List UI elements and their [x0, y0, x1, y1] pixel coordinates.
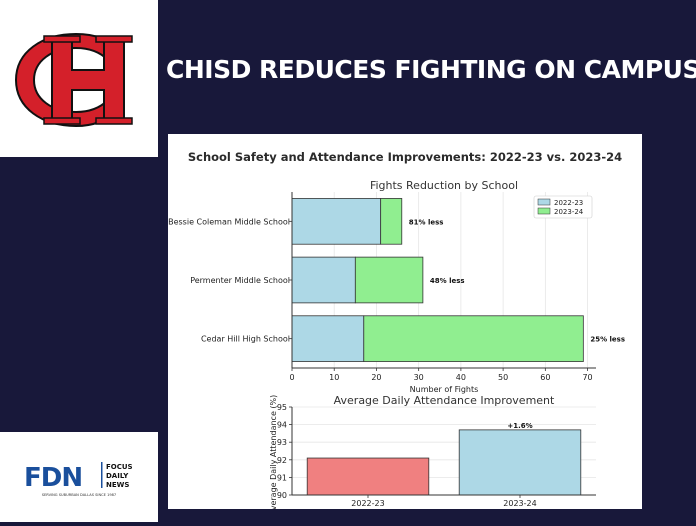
fights-legend-label: 2023-24 — [554, 208, 584, 216]
attendance-ytick-label: 91 — [277, 473, 287, 482]
attendance-ytick-label: 94 — [277, 421, 287, 430]
attendance-chart: Average Daily Attendance Improvement 90 91… — [269, 394, 596, 509]
fights-legend-swatch — [537, 207, 551, 215]
fdn-divider — [101, 462, 103, 488]
attendance-bar — [458, 429, 582, 496]
fights-x-axis-label: Number of Fights — [410, 385, 479, 394]
fdn-line3: NEWS — [106, 481, 129, 489]
attendance-ytick-label: 90 — [277, 491, 287, 500]
logo-panel — [0, 0, 158, 157]
fights-data-label: 48% less — [430, 277, 465, 285]
logo-letter-h — [51, 37, 125, 123]
fights-data-label: 25% less — [590, 336, 625, 344]
attendance-ytick-label: 92 — [277, 456, 287, 465]
attendance-y-axis-label: Average Daily Attendance (%) — [269, 395, 278, 509]
fights-legend-label: 2022-23 — [554, 199, 583, 207]
attendance-ytick-label: 93 — [277, 438, 287, 447]
fights-xtick-label: 40 — [456, 373, 466, 382]
attendance-bar — [306, 457, 430, 496]
chart-card: School Safety and Attendance Improvement… — [168, 134, 642, 509]
fights-xtick-label: 30 — [414, 373, 424, 382]
chart-figure: School Safety and Attendance Improvement… — [168, 150, 625, 509]
fights-bar-2022-23 — [291, 198, 382, 245]
fdn-logo: FDN FOCUS DAILY NEWS SERVING SUBURBAN DA… — [24, 462, 133, 497]
fights-data-label: 81% less — [409, 218, 444, 226]
fights-xtick-label: 20 — [371, 373, 381, 382]
fights-chart: Fights Reduction by School 0 10 20 30 40 50 60 7… — [168, 179, 625, 394]
fights-bar-2023-24 — [363, 315, 584, 362]
fights-bar-2022-23 — [291, 256, 356, 304]
fdn-abbr: FDN — [24, 463, 82, 493]
fdn-tagline: SERVING SUBURBAN DALLAS SINCE 1987 — [42, 493, 116, 497]
fights-xtick-label: 60 — [540, 373, 550, 382]
chisd-logo — [14, 32, 133, 128]
fdn-line2: DAILY — [106, 472, 129, 480]
attendance-category-label: 2023-24 — [503, 499, 536, 508]
fdn-line1: FOCUS — [106, 463, 133, 471]
fights-legend-swatch — [537, 198, 551, 206]
attendance-category-label: 2022-23 — [351, 499, 384, 508]
fights-xtick-label: 70 — [582, 373, 592, 382]
fights-bar-2022-23 — [291, 315, 365, 362]
fights-xtick-label: 10 — [329, 373, 339, 382]
publisher-panel: FDN FOCUS DAILY NEWS SERVING SUBURBAN DA… — [0, 432, 158, 522]
fights-category-label: Bessie Coleman Middle School — [168, 217, 290, 226]
page-headline: CHISD REDUCES FIGHTING ON CAMPUSES — [166, 55, 696, 84]
attendance-ytick-label: 95 — [277, 403, 287, 412]
fights-xtick-label: 0 — [289, 373, 294, 382]
fights-bar-2023-24 — [380, 198, 403, 245]
fights-category-label: Cedar Hill High School — [201, 335, 290, 344]
fights-xtick-label: 50 — [498, 373, 508, 382]
figure-title: School Safety and Attendance Improvement… — [188, 150, 622, 164]
attendance-data-label: +1.6% — [507, 422, 532, 430]
fights-category-label: Permenter Middle School — [190, 276, 290, 285]
fights-chart-title: Fights Reduction by School — [370, 179, 518, 192]
attendance-chart-title: Average Daily Attendance Improvement — [334, 394, 555, 407]
fights-bar-2023-24 — [354, 256, 424, 304]
